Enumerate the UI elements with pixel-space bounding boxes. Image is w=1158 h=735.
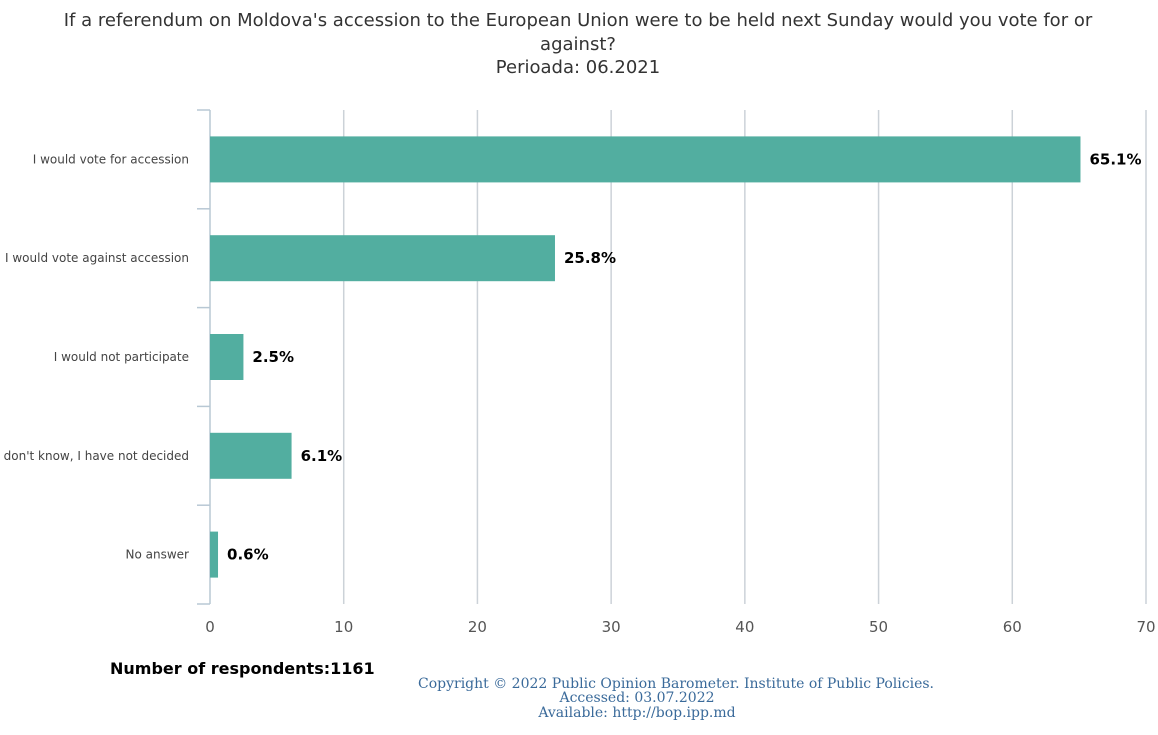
accessed-text: Accessed: 03.07.2022: [558, 690, 714, 706]
x-tick-label: 70: [1136, 618, 1155, 636]
x-tick-label: 60: [1003, 618, 1022, 636]
x-tick-label: 20: [468, 618, 487, 636]
data-label: 25.8%: [564, 249, 616, 267]
category-label: I would vote for accession: [33, 152, 189, 166]
bar: [210, 235, 555, 282]
chart-title-line-2: against?: [540, 34, 616, 55]
category-label: No answer: [126, 548, 190, 562]
data-label: 2.5%: [252, 348, 294, 366]
x-tick-label: 30: [602, 618, 621, 636]
bar: [210, 136, 1081, 183]
bar: [210, 334, 244, 380]
category-label: I don't know, I have not decided: [0, 449, 189, 463]
data-label: 65.1%: [1089, 150, 1141, 168]
copyright-text: Copyright © 2022 Public Opinion Baromete…: [418, 676, 934, 692]
x-tick-label: 40: [735, 618, 754, 636]
x-tick-label: 10: [334, 618, 353, 636]
category-label: I would vote against accession: [5, 251, 189, 265]
data-label: 0.6%: [227, 546, 269, 564]
bar: [210, 432, 292, 479]
category-label: I would not participate: [54, 350, 189, 364]
x-tick-label: 0: [205, 618, 215, 636]
x-tick-label: 50: [869, 618, 888, 636]
chart-title-line-1: If a referendum on Moldova's accession t…: [64, 10, 1093, 31]
respondents-count: Number of respondents:1161: [110, 659, 375, 678]
available-link[interactable]: Available: http://bop.ipp.md: [537, 705, 735, 721]
bar: [210, 531, 219, 578]
data-label: 6.1%: [301, 447, 343, 465]
chart-subtitle: Perioada: 06.2021: [496, 57, 660, 78]
